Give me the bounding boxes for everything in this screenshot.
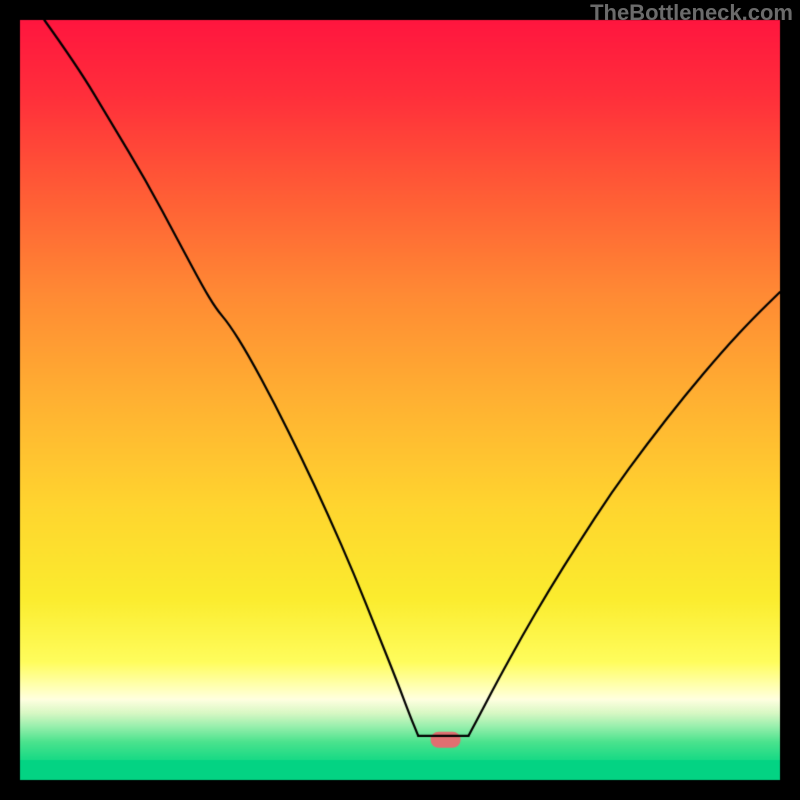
chart-stage: TheBottleneck.com	[0, 0, 800, 800]
chart-canvas	[0, 0, 800, 800]
